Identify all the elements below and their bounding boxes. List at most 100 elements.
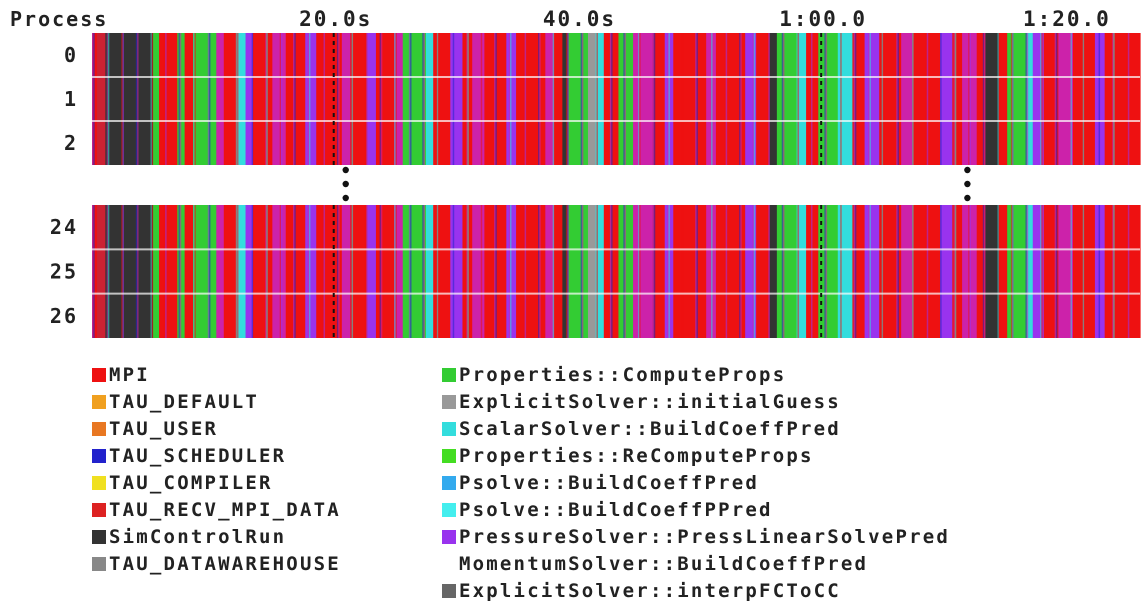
timeline-segment — [152, 205, 160, 338]
timeline-segment — [272, 33, 287, 165]
timeline-panel-1 — [92, 205, 1141, 338]
texture-stripe — [998, 205, 1001, 338]
timeline-segment — [756, 33, 771, 165]
texture-stripe — [782, 205, 785, 338]
texture-stripe — [869, 33, 871, 165]
timeline-segment — [864, 33, 880, 165]
texture-stripe — [250, 33, 252, 165]
timeline-panel-0 — [92, 33, 1141, 165]
texture-stripe — [709, 33, 712, 165]
legend-label: ExplicitSolver::interpFCToCC — [459, 580, 841, 602]
timeline-segment — [394, 33, 404, 165]
texture-stripe — [637, 205, 640, 338]
texture-stripe — [194, 205, 196, 338]
texture-stripe — [695, 205, 697, 338]
texture-stripe — [840, 33, 842, 165]
timeline-segment — [285, 205, 306, 338]
timeline-segment — [985, 33, 1000, 165]
texture-stripe — [364, 33, 367, 165]
timeline-segment — [769, 205, 778, 338]
texture-stripe — [508, 33, 511, 165]
texture-stripe — [208, 33, 211, 165]
timeline-segment — [553, 33, 563, 165]
row-label: 2 — [64, 131, 78, 155]
texture-stripe — [696, 33, 698, 165]
texture-stripe — [854, 205, 857, 338]
texture-stripe — [222, 205, 224, 338]
texture-stripe — [266, 205, 268, 338]
texture-stripe — [824, 33, 826, 165]
legend-label: Psolve::BuildCoeffPred — [459, 472, 760, 494]
texture-stripe — [410, 33, 412, 165]
texture-stripe — [338, 33, 340, 165]
texture-stripe — [1040, 33, 1042, 165]
texture-stripe — [881, 33, 884, 165]
texture-stripe — [566, 205, 568, 338]
legend-swatch — [92, 557, 106, 571]
texture-stripe — [609, 205, 612, 338]
texture-stripe — [910, 33, 913, 165]
texture-stripe — [910, 205, 913, 338]
texture-stripe — [1010, 33, 1013, 165]
texture-stripe — [279, 33, 282, 165]
timeline-segment — [472, 33, 485, 165]
texture-stripe — [395, 33, 397, 165]
texture-stripe — [668, 205, 670, 338]
texture-stripe — [1083, 33, 1086, 165]
texture-stripe — [92, 33, 94, 165]
texture-stripe — [739, 205, 741, 338]
legend-swatch — [442, 395, 456, 409]
legend-label: ScalarSolver::BuildCoeffPred — [459, 418, 841, 440]
texture-stripe — [940, 205, 942, 338]
legend-item: TAU_USER — [92, 416, 218, 442]
legend-item: Psolve::BuildCoeffPPred — [442, 497, 773, 523]
texture-stripe — [422, 205, 424, 338]
texture-stripe — [193, 205, 195, 338]
texture-stripe — [235, 33, 238, 165]
timeline-segment — [618, 33, 634, 165]
texture-stripe — [323, 33, 326, 165]
texture-stripe — [338, 205, 340, 338]
texture-stripe — [451, 33, 453, 165]
texture-stripe — [925, 205, 928, 338]
texture-stripe — [163, 205, 166, 338]
texture-stripe — [709, 205, 712, 338]
texture-stripe — [494, 205, 496, 338]
timeline-segment — [425, 205, 434, 338]
legend-label: MomentumSolver::BuildCoeffPred — [459, 553, 869, 575]
texture-stripe — [968, 205, 970, 338]
texture-stripe — [207, 33, 210, 165]
texture-stripe — [668, 33, 670, 165]
timeline-segment — [562, 205, 570, 338]
row-label: 26 — [50, 304, 78, 328]
texture-stripe — [1025, 33, 1027, 165]
texture-stripe — [1083, 205, 1086, 338]
timeline-segment — [745, 33, 757, 165]
ellipsis-dot — [964, 180, 971, 188]
texture-stripe — [595, 205, 597, 338]
timeline-segment — [806, 33, 819, 165]
texture-stripe — [896, 33, 898, 165]
texture-stripe — [322, 205, 324, 338]
texture-stripe — [438, 205, 440, 338]
x-tick-label-2: 1:00.0 — [779, 7, 867, 31]
texture-stripe — [797, 205, 800, 338]
timeline-segment — [1026, 205, 1034, 338]
texture-stripe — [611, 205, 613, 338]
texture-stripe — [753, 33, 756, 165]
texture-stripe — [551, 33, 553, 165]
timeline-segment — [177, 205, 186, 338]
timeline-segment — [216, 33, 225, 165]
texture-stripe — [825, 205, 828, 338]
texture-stripe — [423, 33, 425, 165]
texture-stripe — [1026, 205, 1029, 338]
texture-stripe — [165, 205, 167, 338]
texture-stripe — [740, 33, 742, 165]
texture-stripe — [580, 33, 583, 165]
texture-stripe — [508, 205, 511, 338]
texture-stripe — [107, 205, 110, 338]
texture-stripe — [1055, 33, 1058, 165]
legend-label: TAU_RECV_MPI_DATA — [109, 499, 341, 521]
legend-swatch — [442, 449, 456, 463]
texture-stripe — [379, 205, 382, 338]
